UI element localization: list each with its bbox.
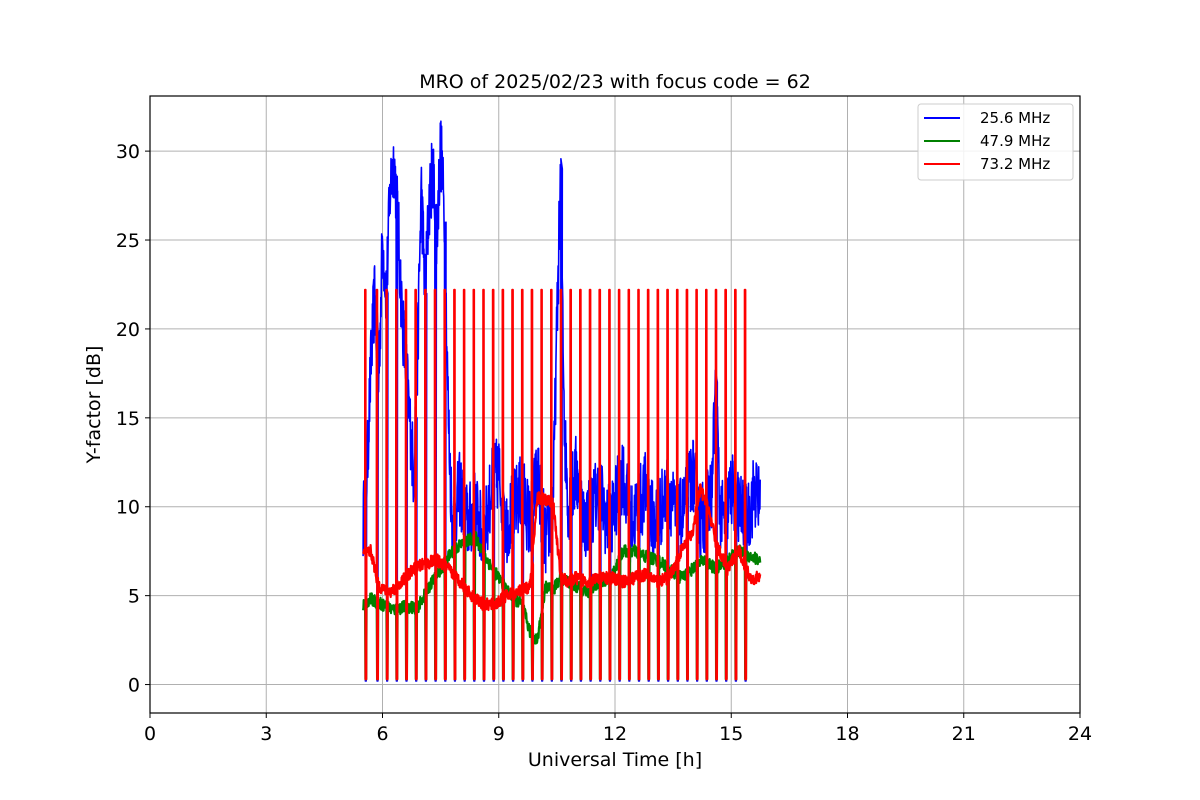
chart-title: MRO of 2025/02/23 with focus code = 62	[419, 71, 811, 93]
x-tick-label: 15	[719, 723, 743, 745]
x-axis-title: Universal Time [h]	[528, 749, 702, 771]
y-tick-label: 10	[116, 497, 140, 519]
y-tick-label: 15	[116, 408, 140, 430]
plot-series	[362, 120, 762, 682]
legend: 25.6 MHz 47.9 MHz 73.2 MHz	[917, 103, 1074, 181]
x-axis-ticks: 0 3 6 9 12 15 18 21 24	[144, 713, 1092, 745]
legend-box	[917, 103, 1074, 181]
x-tick-label: 6	[376, 723, 388, 745]
legend-label: 25.6 MHz	[980, 109, 1050, 127]
y-tick-label: 20	[116, 319, 140, 341]
y-tick-label: 0	[128, 675, 140, 697]
y-axis-title: Y-factor [dB]	[83, 346, 105, 465]
legend-label: 47.9 MHz	[980, 132, 1050, 150]
x-tick-label: 12	[603, 723, 627, 745]
x-tick-label: 9	[493, 723, 505, 745]
legend-label: 73.2 MHz	[980, 155, 1050, 173]
series-line-2	[362, 288, 762, 681]
x-tick-label: 0	[144, 723, 156, 745]
x-tick-label: 21	[952, 723, 976, 745]
y-tick-label: 5	[128, 586, 140, 608]
x-tick-label: 18	[835, 723, 859, 745]
x-tick-label: 3	[260, 723, 272, 745]
y-tick-label: 25	[116, 230, 140, 252]
x-tick-label: 24	[1068, 723, 1092, 745]
y-tick-label: 30	[116, 141, 140, 163]
y-axis-ticks: 0 5 10 15 20 25 30	[116, 141, 150, 697]
